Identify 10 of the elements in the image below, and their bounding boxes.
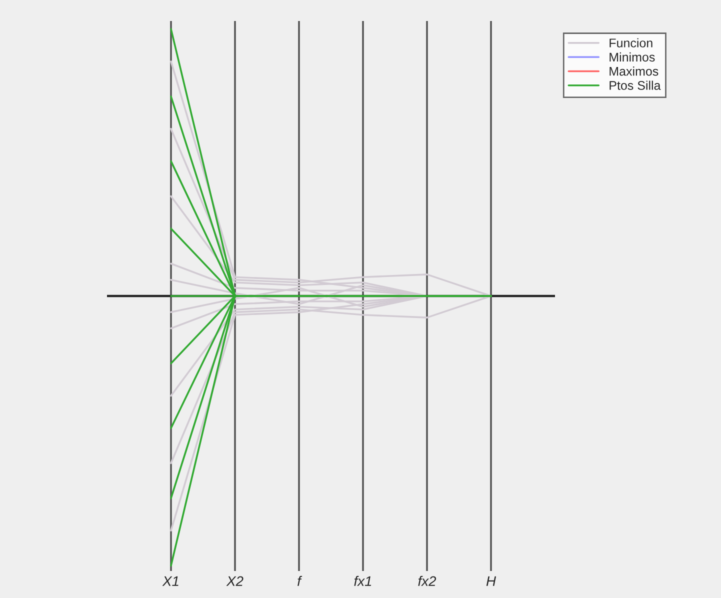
legend-label: Ptos Silla bbox=[610, 80, 661, 90]
x-tick-label: X2 bbox=[226, 576, 244, 586]
x-tick-label: H bbox=[486, 576, 496, 586]
x-tick-label: X1 bbox=[162, 576, 178, 586]
x-tick-label: fx2 bbox=[418, 576, 436, 586]
x-tick-label: f bbox=[298, 576, 302, 586]
legend-label: Funcion bbox=[610, 38, 652, 48]
legend-label: Maximos bbox=[610, 66, 658, 76]
x-tick-label: fx1 bbox=[354, 576, 372, 586]
legend-label: Minimos bbox=[610, 52, 655, 62]
